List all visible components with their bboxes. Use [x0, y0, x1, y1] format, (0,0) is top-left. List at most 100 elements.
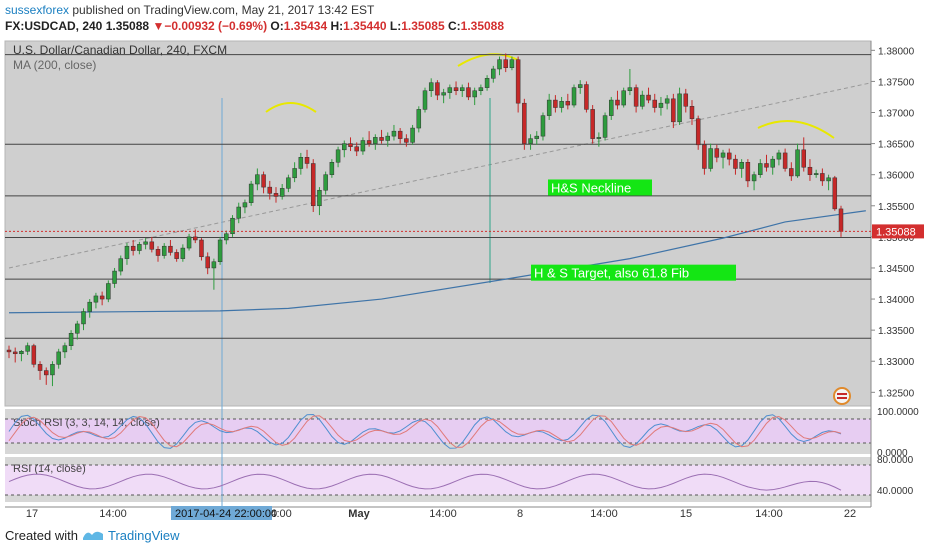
candle-11: [75, 320, 80, 340]
publish-info: sussexforex published on TradingView.com…: [5, 3, 374, 17]
candle-body-105: [658, 102, 664, 108]
stoch-d-line: [8, 415, 842, 448]
candle-body-41: [261, 174, 266, 188]
high-value: 1.35440: [343, 19, 387, 33]
candle-body-3: [25, 345, 30, 352]
candle-body-76: [478, 87, 484, 91]
candle-39: [248, 180, 254, 206]
candle-body-26: [168, 245, 173, 253]
candle-body-6: [44, 370, 49, 376]
candle-14: [93, 292, 99, 309]
time-tick-label-1: 14:00: [99, 508, 127, 520]
low-value: 1.35085: [401, 19, 445, 33]
candle-88: [553, 95, 558, 113]
candle-body-47: [298, 157, 304, 169]
candle-body-104: [652, 99, 657, 108]
candle-body-106: [664, 98, 670, 104]
candle-21: [137, 241, 142, 255]
candle-58: [366, 131, 372, 147]
candle-body-101: [633, 87, 639, 107]
candle-body-119: [745, 162, 751, 182]
candle-body-20: [130, 245, 136, 251]
candle-94: [590, 105, 595, 144]
candle-43: [273, 187, 279, 203]
candle-body-15: [99, 295, 105, 300]
target-label: H & S Target, also 61.8 Fib: [534, 266, 689, 281]
candle-body-109: [683, 93, 689, 107]
candle-124: [776, 149, 782, 166]
currency-flag-icon[interactable]: [833, 387, 851, 405]
candle-body-94: [590, 109, 595, 139]
candle-80: [503, 53, 508, 73]
candle-body-95: [596, 137, 602, 139]
candle-92: [577, 80, 583, 94]
candle-body-118: [739, 162, 744, 169]
price-chart[interactable]: 1.38000 1.37500 1.37000 1.36500 1.36000 1.355…: [0, 38, 932, 522]
candle-body-102: [640, 94, 645, 107]
candle-34: [217, 236, 223, 265]
candle-0: [6, 345, 12, 359]
candle-51: [323, 171, 328, 195]
candle-65: [410, 124, 415, 145]
candle-body-103: [646, 94, 651, 101]
candle-23: [149, 236, 155, 253]
candle-body-31: [199, 239, 204, 258]
rsi-tick-40: 40.0000: [877, 486, 914, 497]
tradingview-link[interactable]: TradingView: [108, 528, 180, 543]
rsi-band: [5, 465, 871, 495]
rsi-legend: RSI (14, close): [13, 463, 86, 475]
candle-72: [453, 81, 459, 96]
right-shoulder-arc: [757, 119, 835, 139]
candle-body-33: [211, 261, 217, 269]
candle-121: [758, 159, 763, 178]
candle-body-99: [621, 90, 626, 106]
candle-24: [155, 246, 161, 262]
candle-78: [491, 65, 496, 83]
candle-8: [56, 348, 61, 369]
candle-body-11: [75, 323, 80, 334]
stoch-tick-0: 0.0000: [877, 448, 908, 459]
candle-body-18: [118, 258, 124, 272]
candle-76: [478, 84, 484, 96]
candle-body-7: [50, 364, 55, 376]
candle-body-128: [801, 149, 806, 168]
candle-body-62: [391, 130, 397, 137]
close-value: 1.35088: [460, 19, 505, 33]
candle-109: [683, 88, 689, 113]
price-tick-label-2: 1.37000: [878, 109, 915, 120]
candle-body-38: [242, 202, 248, 208]
candle-67: [422, 87, 428, 113]
candle-body-30: [193, 236, 198, 241]
candle-body-81: [509, 59, 515, 68]
candle-body-134: [838, 208, 844, 232]
candle-body-55: [348, 143, 353, 147]
publisher-link[interactable]: sussexforex: [5, 3, 70, 17]
candle-70: [441, 88, 446, 104]
stoch-legend: Stoch RSI (3, 3, 14, 14, close): [13, 417, 160, 429]
candle-118: [739, 159, 744, 178]
ma-200-line: [8, 210, 866, 314]
candle-body-46: [292, 168, 297, 179]
candle-37: [236, 202, 241, 224]
candle-74: [466, 82, 471, 101]
candle-133: [832, 175, 838, 211]
candle-114: [714, 144, 720, 163]
candle-body-122: [764, 163, 769, 168]
ma-200-path: [8, 210, 866, 314]
time-tick-label-8: 14:00: [755, 508, 783, 520]
rsi-line: [8, 473, 842, 491]
candle-96: [602, 112, 608, 141]
candle-body-58: [366, 140, 372, 144]
candle-85: [534, 131, 540, 145]
candle-98: [615, 90, 620, 110]
candle-body-50: [317, 189, 322, 207]
symbol-label: FX:USDCAD, 240: [5, 19, 103, 33]
candle-48: [304, 149, 310, 169]
candle-body-75: [472, 90, 477, 98]
candle-106: [664, 95, 670, 110]
candle-28: [180, 244, 186, 262]
tradingview-logo-icon[interactable]: [82, 526, 104, 542]
close-label: C:: [447, 19, 461, 33]
crosshair-date-text: 2017-04-24 22:00:00: [175, 508, 277, 520]
candle-body-108: [677, 93, 682, 123]
